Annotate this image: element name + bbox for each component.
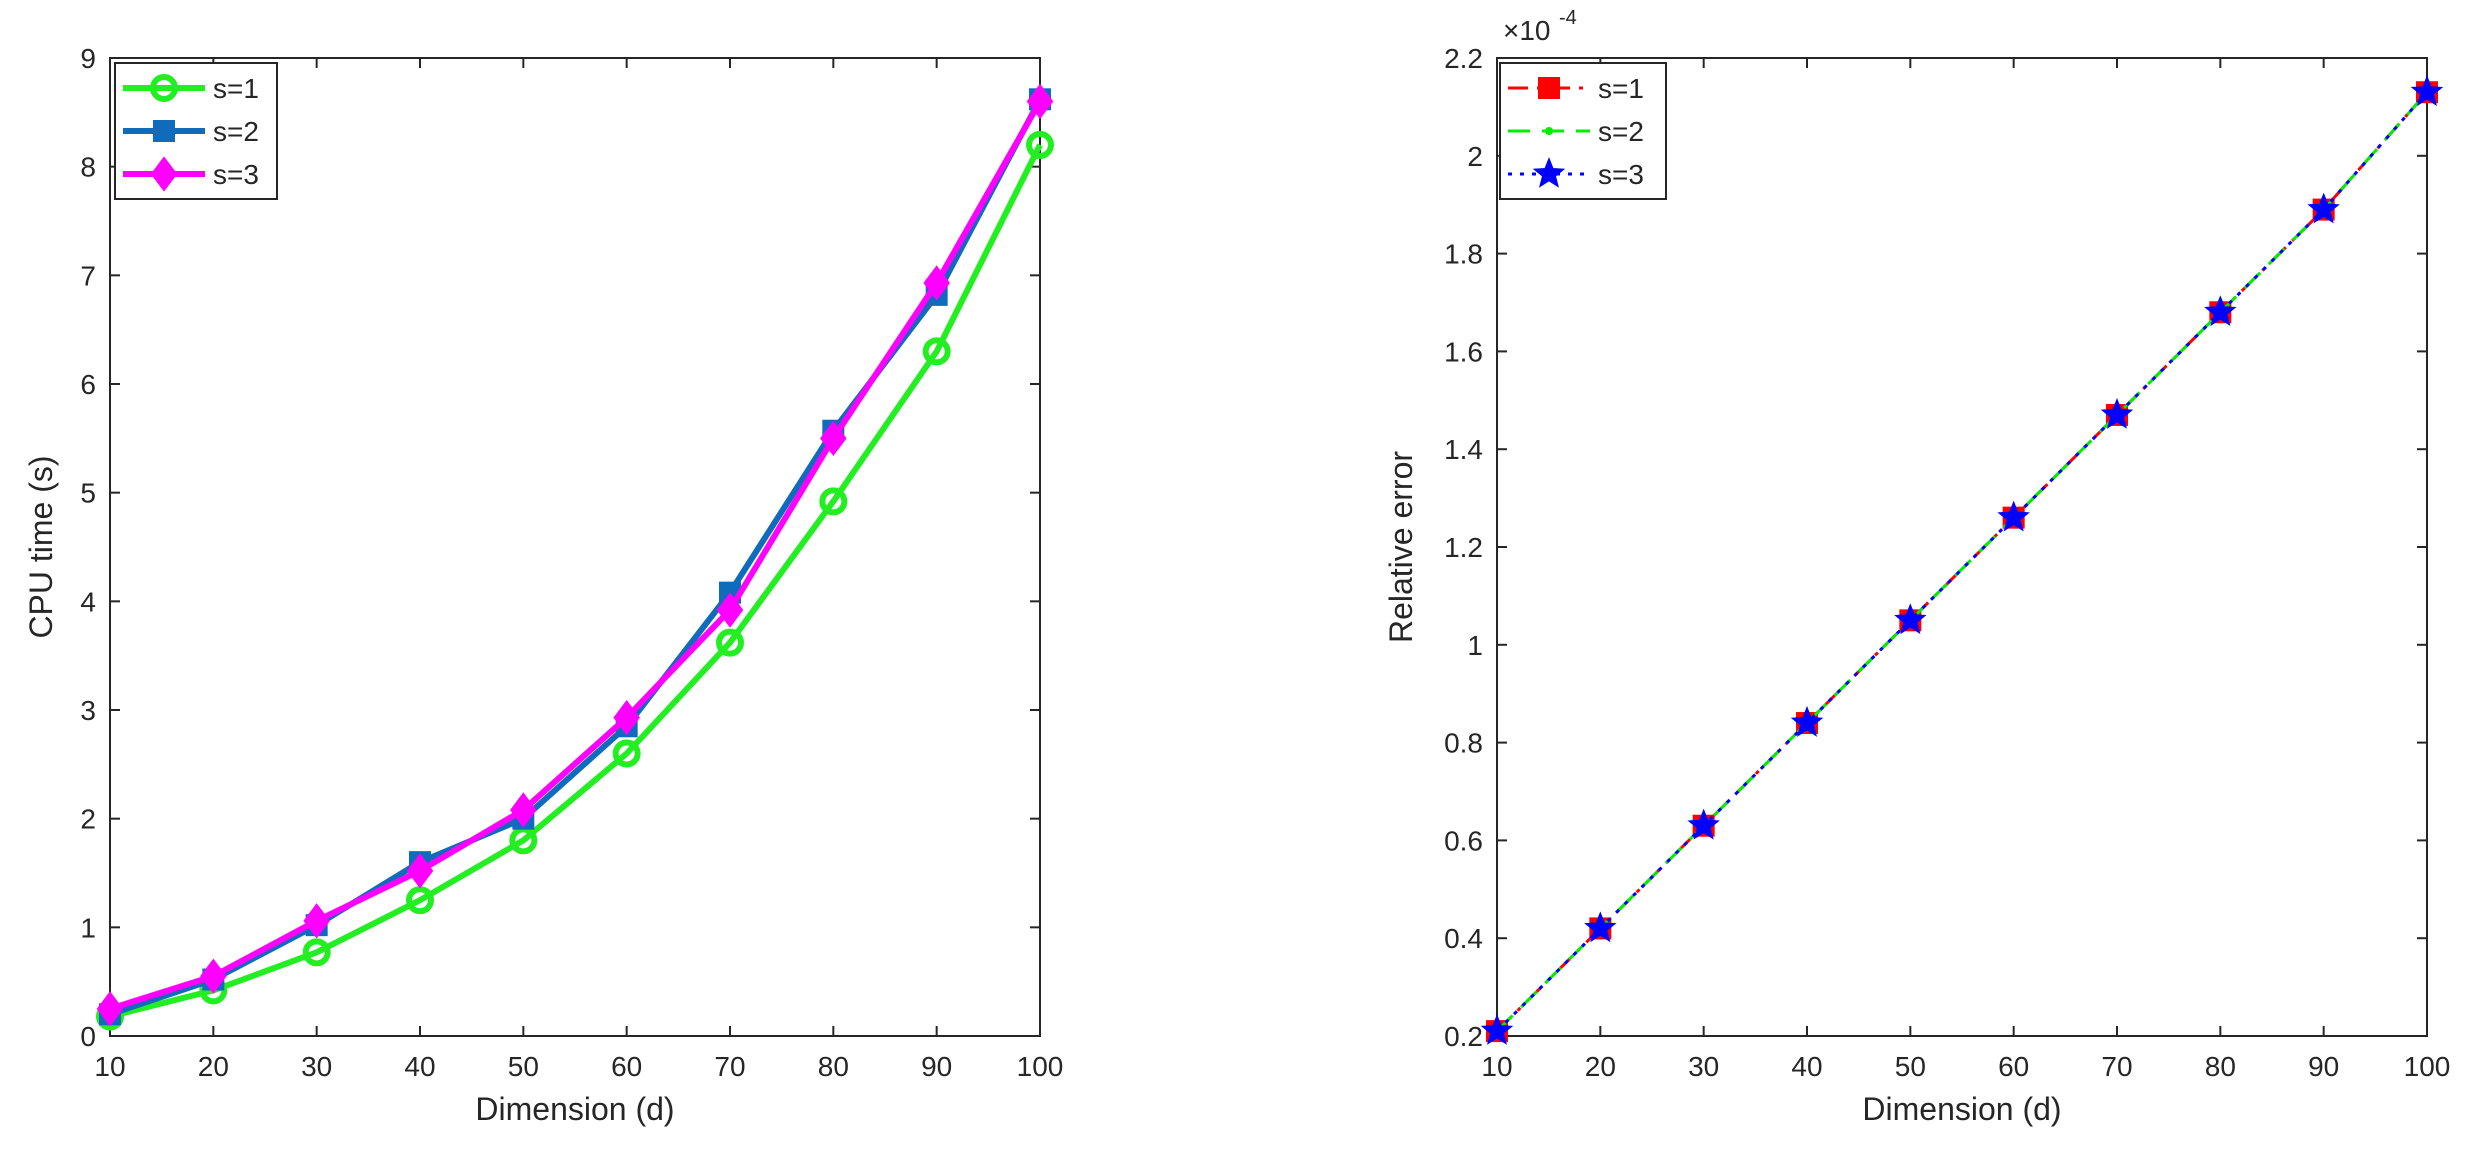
y-tick-label: 2 — [1467, 141, 1483, 172]
data-point — [302, 938, 331, 967]
y-tick-label: 5 — [80, 478, 96, 509]
y-tick-label: 2.2 — [1444, 43, 1483, 74]
legend-swatch-marker — [150, 74, 178, 102]
data-point — [612, 739, 641, 768]
data-point — [406, 886, 434, 915]
y-tick-label: 0.6 — [1444, 825, 1483, 856]
y-tick-label: 3 — [80, 695, 96, 726]
x-tick-label: 30 — [301, 1051, 332, 1082]
x-tick-label: 30 — [1688, 1051, 1719, 1082]
legend: s=1 s=2 s=3 — [114, 62, 278, 200]
x-tick-label: 100 — [1017, 1051, 1064, 1082]
y-tick-label: 1 — [1467, 630, 1483, 661]
data-point — [613, 699, 640, 736]
y-tick-label: 0.8 — [1444, 728, 1483, 759]
legend-swatch-marker — [1538, 77, 1560, 99]
data-point — [200, 958, 227, 994]
y-exponent-base: ×10 — [1503, 15, 1551, 46]
y-axis-label: Relative error — [1383, 451, 1419, 643]
legend-label: s=2 — [1598, 116, 1644, 147]
data-point — [923, 265, 950, 301]
data-point — [1997, 500, 2030, 532]
legend-label: s=1 — [1598, 73, 1644, 104]
x-tick-label: 80 — [2205, 1051, 2236, 1082]
x-tick-label: 20 — [198, 1051, 229, 1082]
x-tick-label: 10 — [1481, 1051, 1512, 1082]
data-point — [820, 420, 847, 457]
y-axis-label: CPU time (s) — [23, 455, 59, 638]
x-axis-label: Dimension (d) — [475, 1091, 674, 1127]
x-tick-label: 40 — [404, 1051, 435, 1082]
cpu-time-chart: 10 20 30 40 50 60 70 80 90 100 0 1 2 3 4 5 6 7 8 9 Dimension… — [23, 43, 1063, 1127]
data-point — [922, 337, 951, 366]
x-tick-label: 60 — [1998, 1051, 2029, 1082]
x-tick-label: 90 — [2308, 1051, 2339, 1082]
x-tick-label: 40 — [1791, 1051, 1822, 1082]
legend-swatch-marker — [1532, 156, 1566, 188]
y-tick-label: 7 — [80, 260, 96, 291]
y-tick-label: 0 — [80, 1021, 96, 1052]
plot-area — [1496, 57, 2428, 1037]
data-point — [303, 903, 330, 939]
y-tick-label: 1.2 — [1444, 532, 1483, 563]
y-tick-label: 4 — [80, 586, 96, 617]
legend-label: s=1 — [213, 73, 259, 104]
y-tick-label: 2 — [80, 804, 96, 835]
data-point — [1894, 603, 1927, 635]
data-point — [1026, 130, 1054, 159]
data-point — [1790, 705, 1824, 737]
series-line — [1495, 91, 2429, 1033]
series-line — [109, 143, 1043, 1020]
data-point — [1687, 808, 1720, 840]
y-tick-label: 1.6 — [1444, 336, 1483, 367]
x-tick-label: 70 — [2101, 1051, 2132, 1082]
data-point — [2100, 397, 2134, 429]
data-point — [96, 991, 124, 1027]
legend-label: s=3 — [213, 159, 259, 190]
data-point — [716, 628, 744, 657]
data-point — [2204, 295, 2237, 327]
y-tick-label: 1.4 — [1444, 434, 1483, 465]
x-tick-label: 80 — [818, 1051, 849, 1082]
legend-label: s=2 — [213, 116, 259, 147]
legend-label: s=3 — [1598, 159, 1644, 190]
legend: s=1 s=2 s=3 — [1499, 62, 1667, 200]
y-tick-label: 6 — [80, 369, 96, 400]
data-point — [716, 592, 744, 628]
data-point — [2307, 192, 2340, 224]
relative-error-chart: 10 20 30 40 50 60 70 80 90 100 0.2 0.4 0.6 0.8 1 1.2 1.4… — [1383, 7, 2450, 1127]
legend-swatch-marker — [1545, 127, 1553, 135]
data-point — [1480, 1014, 1514, 1045]
y-tick-label: 1.8 — [1444, 239, 1483, 270]
x-tick-label: 10 — [94, 1051, 125, 1082]
data-point — [1026, 83, 1054, 120]
legend-swatch-marker — [150, 156, 178, 192]
x-tick-label: 20 — [1585, 1051, 1616, 1082]
y-tick-label: 0.2 — [1444, 1021, 1483, 1052]
series-3 — [96, 83, 1054, 1027]
y-tick-label: 0.4 — [1444, 923, 1483, 954]
x-axis-label: Dimension (d) — [1862, 1091, 2061, 1127]
plot-area — [109, 57, 1041, 1037]
series-line — [109, 100, 1043, 1012]
legend-swatch-marker — [153, 120, 175, 142]
y-tick-label: 1 — [80, 912, 96, 943]
data-point — [819, 487, 848, 516]
x-tick-label: 50 — [508, 1051, 539, 1082]
x-tick-label: 90 — [921, 1051, 952, 1082]
data-point — [1584, 911, 1617, 943]
data-point — [2410, 75, 2444, 107]
y-tick-label: 8 — [80, 152, 96, 183]
data-point — [406, 853, 434, 889]
series-3 — [1480, 75, 2444, 1045]
x-tick-label: 60 — [611, 1051, 642, 1082]
data-point — [510, 792, 537, 828]
y-tick-label: 9 — [80, 43, 96, 74]
x-tick-label: 70 — [714, 1051, 745, 1082]
x-tick-label: 50 — [1895, 1051, 1926, 1082]
y-exponent-power: -4 — [1559, 7, 1577, 29]
x-tick-label: 100 — [2404, 1051, 2451, 1082]
